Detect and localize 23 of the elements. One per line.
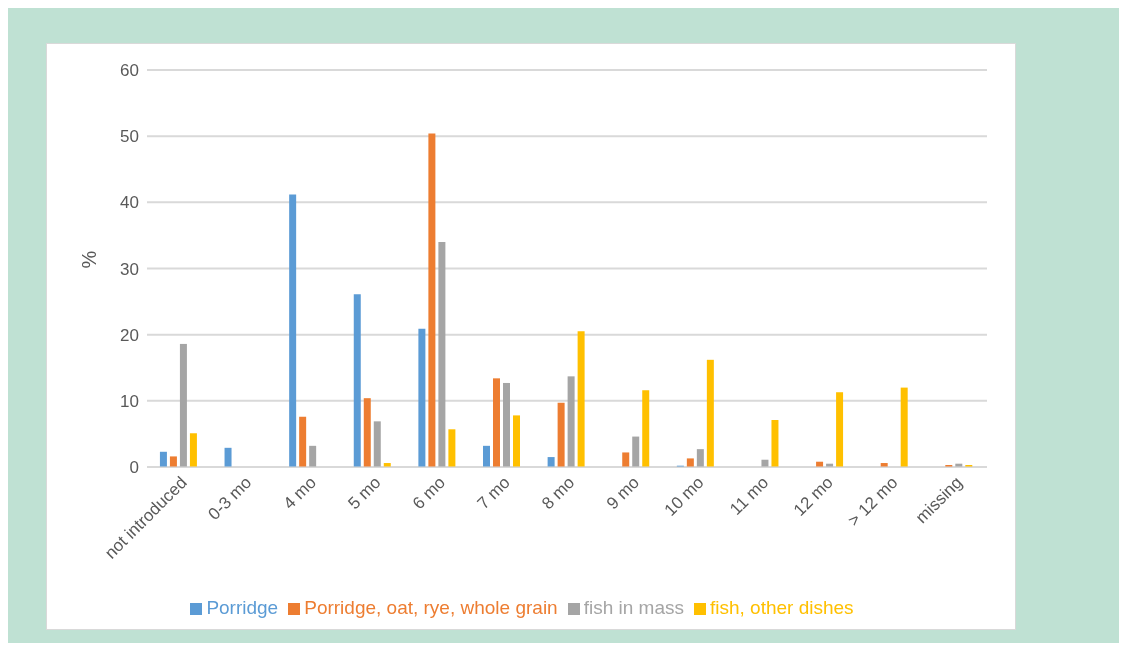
x-tick-label: 10 mo bbox=[660, 472, 708, 520]
x-tick-label: 0-3 mo bbox=[204, 472, 256, 524]
x-tick-label: 9 mo bbox=[602, 472, 643, 514]
x-tick-label: 6 mo bbox=[408, 472, 450, 514]
y-tick-label: 50 bbox=[120, 127, 139, 147]
y-tick-label: 20 bbox=[120, 325, 139, 345]
y-tick-label: 40 bbox=[120, 193, 139, 213]
x-tick-label: 11 mo bbox=[726, 472, 773, 519]
legend-label: Porridge, oat, rye, whole grain bbox=[304, 597, 558, 618]
legend-label: Porridge bbox=[206, 597, 279, 618]
x-tick-label: 12 mo bbox=[789, 472, 837, 520]
x-tick-label: 7 mo bbox=[473, 472, 514, 514]
y-tick-label: 60 bbox=[120, 61, 139, 81]
legend-label: fish in mass bbox=[583, 597, 684, 618]
y-axis-title: % bbox=[78, 250, 101, 269]
x-tick-label: 8 mo bbox=[538, 472, 579, 514]
y-tick-label: 10 bbox=[120, 391, 139, 411]
y-tick-label: 30 bbox=[120, 259, 139, 279]
x-tick-label: 4 mo bbox=[279, 472, 320, 514]
x-tick-label: > 12 mo bbox=[844, 472, 902, 531]
y-tick-label: 0 bbox=[129, 458, 139, 478]
x-tick-label: 5 mo bbox=[344, 472, 385, 514]
legend-label: fish, other dishes bbox=[709, 597, 854, 618]
